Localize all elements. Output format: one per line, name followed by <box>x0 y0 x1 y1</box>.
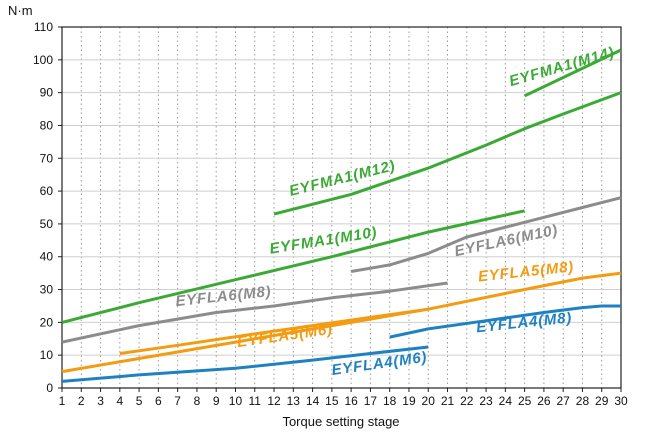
x-tick-label: 14 <box>306 394 320 408</box>
x-tick-label: 16 <box>344 394 358 408</box>
series-label-eyfla5-m6: EYFLA5(M6) <box>236 321 334 351</box>
y-tick-label: 80 <box>40 118 54 132</box>
x-tick-label: 17 <box>364 394 378 408</box>
x-tick-label: 2 <box>78 394 85 408</box>
grid <box>62 26 621 388</box>
series-line-eyfma1-m14 <box>523 48 622 98</box>
series-label-eyfma1-m14: EYFMA1(M14) <box>507 44 616 90</box>
x-tick-label: 10 <box>229 394 243 408</box>
x-tick-label: 15 <box>325 394 339 408</box>
tick-labels: 1 2 3 4 5 6 7 8 9 10 11 12 13 14 15 16 17 18 19 20 21 22 23 24 2… <box>33 20 628 408</box>
series-labels: EYFMA1(M14) EYFMA1(M12) EYFMA1(M10) EYFLA6(… <box>175 44 617 379</box>
y-tick-label: 60 <box>40 184 54 198</box>
plot-border <box>61 26 622 389</box>
x-tick-label: 29 <box>595 394 609 408</box>
series-lines <box>61 48 622 383</box>
x-tick-label: 20 <box>422 394 436 408</box>
series-label-eyfla6-m8: EYFLA6(M8) <box>175 283 273 310</box>
x-tick-label: 5 <box>136 394 143 408</box>
x-tick-label: 26 <box>537 394 551 408</box>
y-tick-label: 100 <box>33 53 53 67</box>
x-tick-label: 22 <box>460 394 474 408</box>
y-tick-label: 90 <box>40 86 54 100</box>
series-line-eyfla4-m6 <box>61 345 429 383</box>
y-tick-label: 10 <box>40 348 54 362</box>
x-tick-label: 1 <box>59 394 66 408</box>
series-line-eyfma1-m10 <box>61 209 525 324</box>
y-tick-label: 30 <box>40 283 54 297</box>
x-tick-label: 3 <box>97 394 104 408</box>
x-tick-label: 7 <box>174 394 181 408</box>
y-tick-label: 50 <box>40 217 54 231</box>
y-tick-label: 110 <box>34 20 53 34</box>
series-line-eyfla6-m10 <box>350 196 622 273</box>
y-tick-label: 70 <box>40 151 54 165</box>
x-tick-label: 19 <box>402 394 416 408</box>
x-tick-label: 6 <box>155 394 162 408</box>
series-label-eyfma1-m10: EYFMA1(M10) <box>268 224 378 258</box>
x-tick-label: 27 <box>556 394 570 408</box>
series-label-eyfma1-m12: EYFMA1(M12) <box>287 157 397 200</box>
x-axis-title: Torque setting stage <box>282 414 399 429</box>
x-tick-label: 18 <box>383 394 397 408</box>
x-tick-label: 13 <box>287 394 301 408</box>
x-tick-label: 25 <box>518 394 532 408</box>
y-axis-unit-label: N·m <box>8 3 33 18</box>
y-tick-label: 20 <box>40 315 54 329</box>
x-tick-label: 4 <box>116 394 123 408</box>
x-tick-label: 8 <box>194 394 201 408</box>
series-line-eyfma1-m12 <box>273 91 622 216</box>
x-tick-label: 12 <box>267 394 281 408</box>
x-tick-label: 30 <box>614 394 628 408</box>
x-tick-label: 11 <box>249 394 262 408</box>
x-tick-label: 9 <box>213 394 220 408</box>
plot-frame <box>58 26 622 392</box>
series-line-eyfla4-m8 <box>389 304 621 339</box>
y-tick-label: 40 <box>40 250 54 264</box>
x-tick-label: 24 <box>499 394 513 408</box>
series-line-eyfla5-m6 <box>119 307 429 355</box>
x-tick-label: 28 <box>576 394 590 408</box>
series-line-eyfla6-m8 <box>61 281 448 344</box>
y-tick-label: 0 <box>46 381 53 395</box>
x-tick-label: 21 <box>441 394 455 408</box>
x-tick-label: 23 <box>479 394 493 408</box>
series-label-eyfla4-m8: EYFLA4(M8) <box>475 309 573 336</box>
